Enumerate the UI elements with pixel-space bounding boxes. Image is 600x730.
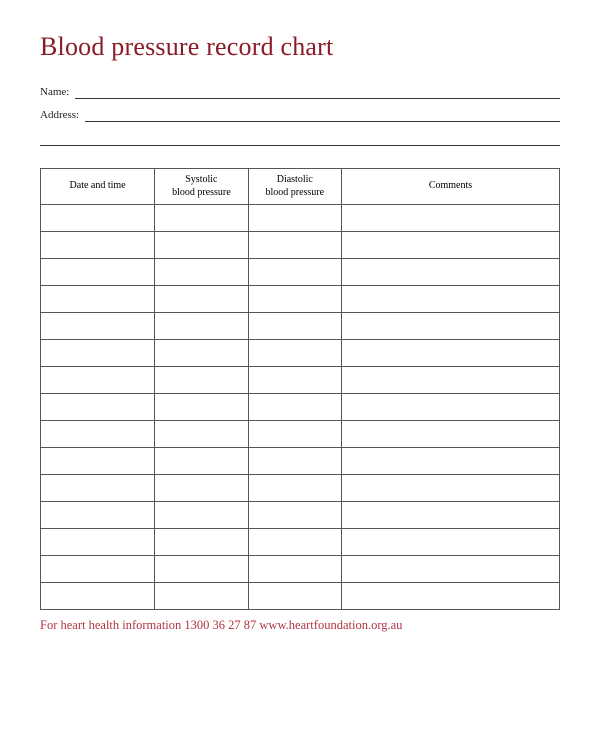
table-cell[interactable] — [155, 475, 248, 502]
page-title: Blood pressure record chart — [40, 32, 560, 62]
footer-prefix: For heart health information — [40, 618, 184, 632]
table-row — [41, 583, 560, 610]
footer-url: www.heartfoundation.org.au — [259, 618, 402, 632]
col-header-date: Date and time — [41, 169, 155, 205]
table-cell[interactable] — [155, 367, 248, 394]
table-row — [41, 529, 560, 556]
table-row — [41, 502, 560, 529]
table-cell[interactable] — [341, 286, 559, 313]
address-field-row: Address: — [40, 109, 560, 122]
table-cell[interactable] — [341, 475, 559, 502]
table-row — [41, 313, 560, 340]
table-cell[interactable] — [341, 340, 559, 367]
table-cell[interactable] — [248, 205, 341, 232]
table-cell[interactable] — [41, 286, 155, 313]
table-cell[interactable] — [248, 556, 341, 583]
table-cell[interactable] — [155, 340, 248, 367]
table-cell[interactable] — [248, 529, 341, 556]
table-row — [41, 340, 560, 367]
table-cell[interactable] — [248, 394, 341, 421]
table-cell[interactable] — [248, 340, 341, 367]
table-cell[interactable] — [155, 448, 248, 475]
table-row — [41, 448, 560, 475]
table-cell[interactable] — [248, 232, 341, 259]
address-input-line-2[interactable] — [40, 132, 560, 146]
table-cell[interactable] — [41, 340, 155, 367]
table-cell[interactable] — [341, 529, 559, 556]
table-cell[interactable] — [41, 205, 155, 232]
table-cell[interactable] — [248, 448, 341, 475]
table-cell[interactable] — [341, 313, 559, 340]
table-row — [41, 394, 560, 421]
table-cell[interactable] — [155, 583, 248, 610]
table-cell[interactable] — [248, 502, 341, 529]
name-input-line[interactable] — [75, 87, 560, 99]
table-cell[interactable] — [341, 367, 559, 394]
col-header-systolic: Systolicblood pressure — [155, 169, 248, 205]
col-header-comments: Comments — [341, 169, 559, 205]
record-table: Date and time Systolicblood pressure Dia… — [40, 168, 560, 610]
table-cell[interactable] — [155, 529, 248, 556]
table-cell[interactable] — [341, 421, 559, 448]
table-cell[interactable] — [155, 502, 248, 529]
table-cell[interactable] — [341, 259, 559, 286]
table-row — [41, 286, 560, 313]
table-cell[interactable] — [41, 367, 155, 394]
table-cell[interactable] — [41, 232, 155, 259]
table-row — [41, 367, 560, 394]
table-cell[interactable] — [341, 448, 559, 475]
table-row — [41, 232, 560, 259]
table-cell[interactable] — [248, 367, 341, 394]
table-cell[interactable] — [341, 205, 559, 232]
name-field-row: Name: — [40, 86, 560, 99]
table-cell[interactable] — [155, 259, 248, 286]
table-cell[interactable] — [41, 556, 155, 583]
footer-text: For heart health information 1300 36 27 … — [40, 618, 560, 633]
table-cell[interactable] — [41, 529, 155, 556]
table-cell[interactable] — [41, 259, 155, 286]
table-cell[interactable] — [41, 502, 155, 529]
table-cell[interactable] — [155, 313, 248, 340]
table-body — [41, 205, 560, 610]
table-header-row: Date and time Systolicblood pressure Dia… — [41, 169, 560, 205]
table-cell[interactable] — [155, 421, 248, 448]
name-label: Name: — [40, 86, 75, 99]
address-input-line-1[interactable] — [85, 110, 560, 122]
table-cell[interactable] — [248, 583, 341, 610]
table-cell[interactable] — [341, 583, 559, 610]
table-cell[interactable] — [248, 313, 341, 340]
footer-phone: 1300 36 27 87 — [184, 618, 256, 632]
table-cell[interactable] — [41, 583, 155, 610]
table-cell[interactable] — [341, 394, 559, 421]
table-cell[interactable] — [341, 556, 559, 583]
table-cell[interactable] — [155, 556, 248, 583]
col-header-diastolic: Diastolicblood pressure — [248, 169, 341, 205]
table-cell[interactable] — [248, 286, 341, 313]
table-row — [41, 421, 560, 448]
table-row — [41, 205, 560, 232]
table-cell[interactable] — [41, 475, 155, 502]
table-cell[interactable] — [155, 232, 248, 259]
table-cell[interactable] — [155, 394, 248, 421]
table-row — [41, 475, 560, 502]
table-cell[interactable] — [248, 421, 341, 448]
table-cell[interactable] — [248, 259, 341, 286]
table-cell[interactable] — [248, 475, 341, 502]
table-cell[interactable] — [155, 205, 248, 232]
table-cell[interactable] — [41, 313, 155, 340]
table-row — [41, 556, 560, 583]
table-cell[interactable] — [41, 394, 155, 421]
table-cell[interactable] — [155, 286, 248, 313]
table-row — [41, 259, 560, 286]
table-cell[interactable] — [341, 502, 559, 529]
table-cell[interactable] — [41, 421, 155, 448]
address-label: Address: — [40, 109, 85, 122]
table-cell[interactable] — [341, 232, 559, 259]
table-cell[interactable] — [41, 448, 155, 475]
